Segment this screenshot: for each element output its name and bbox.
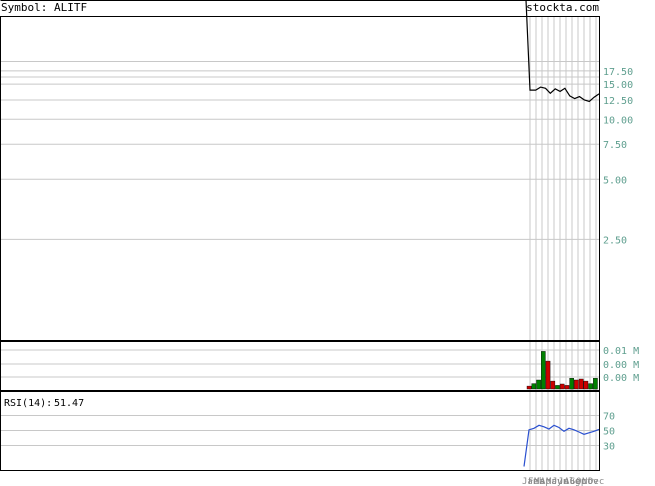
volume-bar [569,378,574,390]
volume-bar [578,378,584,390]
price-tick-label: 12.50 [603,96,633,107]
price-tick-label: 10.00 [603,115,633,126]
rsi-line [523,424,600,467]
volume-bar [593,378,598,390]
x-tick-label: Feb [528,477,544,486]
rsi-tick-label: 70 [603,412,615,423]
volume-bar [536,379,541,390]
price-tick-label: 15.00 [603,80,633,91]
rsi-value: 51.47 [54,398,84,409]
x-tick-label: Apr [540,477,557,486]
price-tick-label: 5.00 [603,175,627,186]
volume-tick-label: 0.00 M [603,360,639,371]
rsi-tick-label: 50 [603,427,615,438]
volume-panel-frame [0,341,600,391]
x-tick-label: Oct [576,477,592,486]
rsi-label: RSI(14): [4,398,52,409]
x-tick-label: Jul [558,477,574,486]
x-tick-label: Jun [552,477,568,486]
site-label: stockta.com [526,1,599,14]
volume-bar [555,385,560,390]
volume-tick-label: 0.01 M [603,346,639,357]
volume-bar [559,383,565,390]
price-tick-label: 17.50 [603,67,633,78]
x-tick-label: Aug [564,477,580,486]
x-tick-label: May [546,477,563,486]
x-tick-label: Sep [570,477,586,486]
symbol-label: Symbol: ALITF [1,1,87,14]
volume-bar [531,383,537,390]
x-tick-label: Dec [588,477,604,486]
x-tick-label: Jan [522,477,538,486]
volume-bar [564,385,570,390]
rsi-tick-label: 30 [603,442,615,453]
volume-bar [541,351,546,390]
x-tick-label: Mar [534,477,551,486]
price-panel-frame [0,16,600,341]
price-line [525,0,600,103]
price-tick-label: 7.50 [603,140,627,151]
volume-bar [574,379,579,390]
price-tick-label: 2.50 [603,235,627,246]
x-tick-label: Nov [582,477,598,486]
volume-bar [583,380,589,390]
rsi-panel-frame [0,391,600,471]
volume-bar [526,385,532,390]
volume-bar [545,360,551,390]
volume-bar [550,380,556,390]
volume-bar [588,383,593,390]
volume-tick-label: 0.00 M [603,373,639,384]
